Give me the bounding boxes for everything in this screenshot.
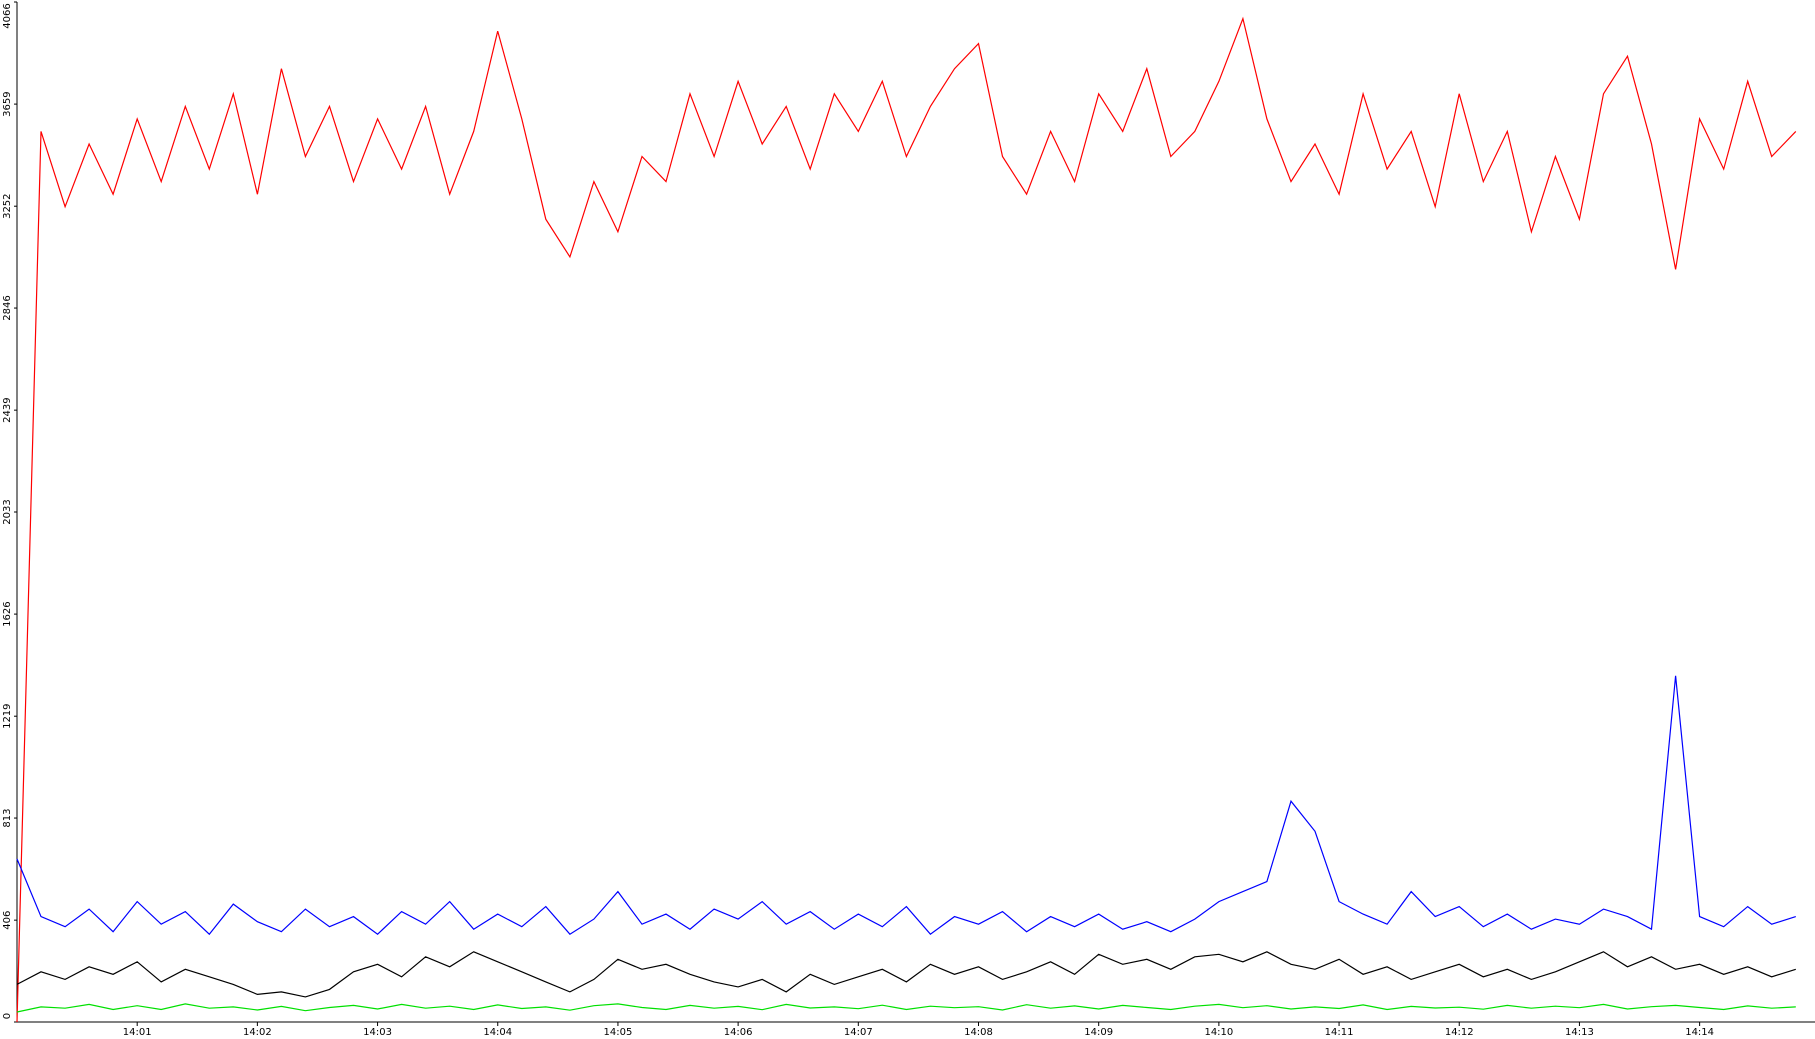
y-tick-label: 1626: [2, 601, 13, 626]
x-tick-label: 14:13: [1565, 1027, 1594, 1038]
x-tick-label: 14:12: [1445, 1027, 1474, 1038]
y-tick-label: 813: [2, 809, 13, 828]
y-tick-label: 3659: [2, 91, 13, 116]
y-tick-label: 1219: [2, 703, 13, 728]
x-tick-label: 14:06: [724, 1027, 753, 1038]
x-tick-label: 14:14: [1685, 1027, 1714, 1038]
y-tick-label: 2846: [2, 295, 13, 320]
y-tick-label: 4066: [2, 3, 13, 28]
x-tick-label: 14:07: [844, 1027, 873, 1038]
y-tick-label: 2439: [2, 397, 13, 422]
series-line: [16, 16, 1797, 1023]
x-tick-label: 14:04: [483, 1027, 512, 1038]
x-tick-label: 14:08: [964, 1027, 993, 1038]
x-tick-label: 14:02: [243, 1027, 272, 1038]
x-tick-label: 14:05: [604, 1027, 633, 1038]
series-line: [16, 675, 1796, 936]
y-tick-label: 3252: [2, 193, 13, 218]
y-tick-label: 2033: [2, 499, 13, 524]
series-line: [16, 951, 1796, 998]
x-tick-label: 14:03: [363, 1027, 392, 1038]
x-tick-label: 14:11: [1325, 1027, 1354, 1038]
series-line: [16, 1003, 1796, 1013]
y-tick-label: 406: [2, 911, 13, 930]
x-tick-label: 14:10: [1204, 1027, 1233, 1038]
x-tick-label: 14:09: [1084, 1027, 1113, 1038]
y-tick-label: 0: [2, 1013, 13, 1019]
x-tick-label: 14:01: [123, 1027, 152, 1038]
